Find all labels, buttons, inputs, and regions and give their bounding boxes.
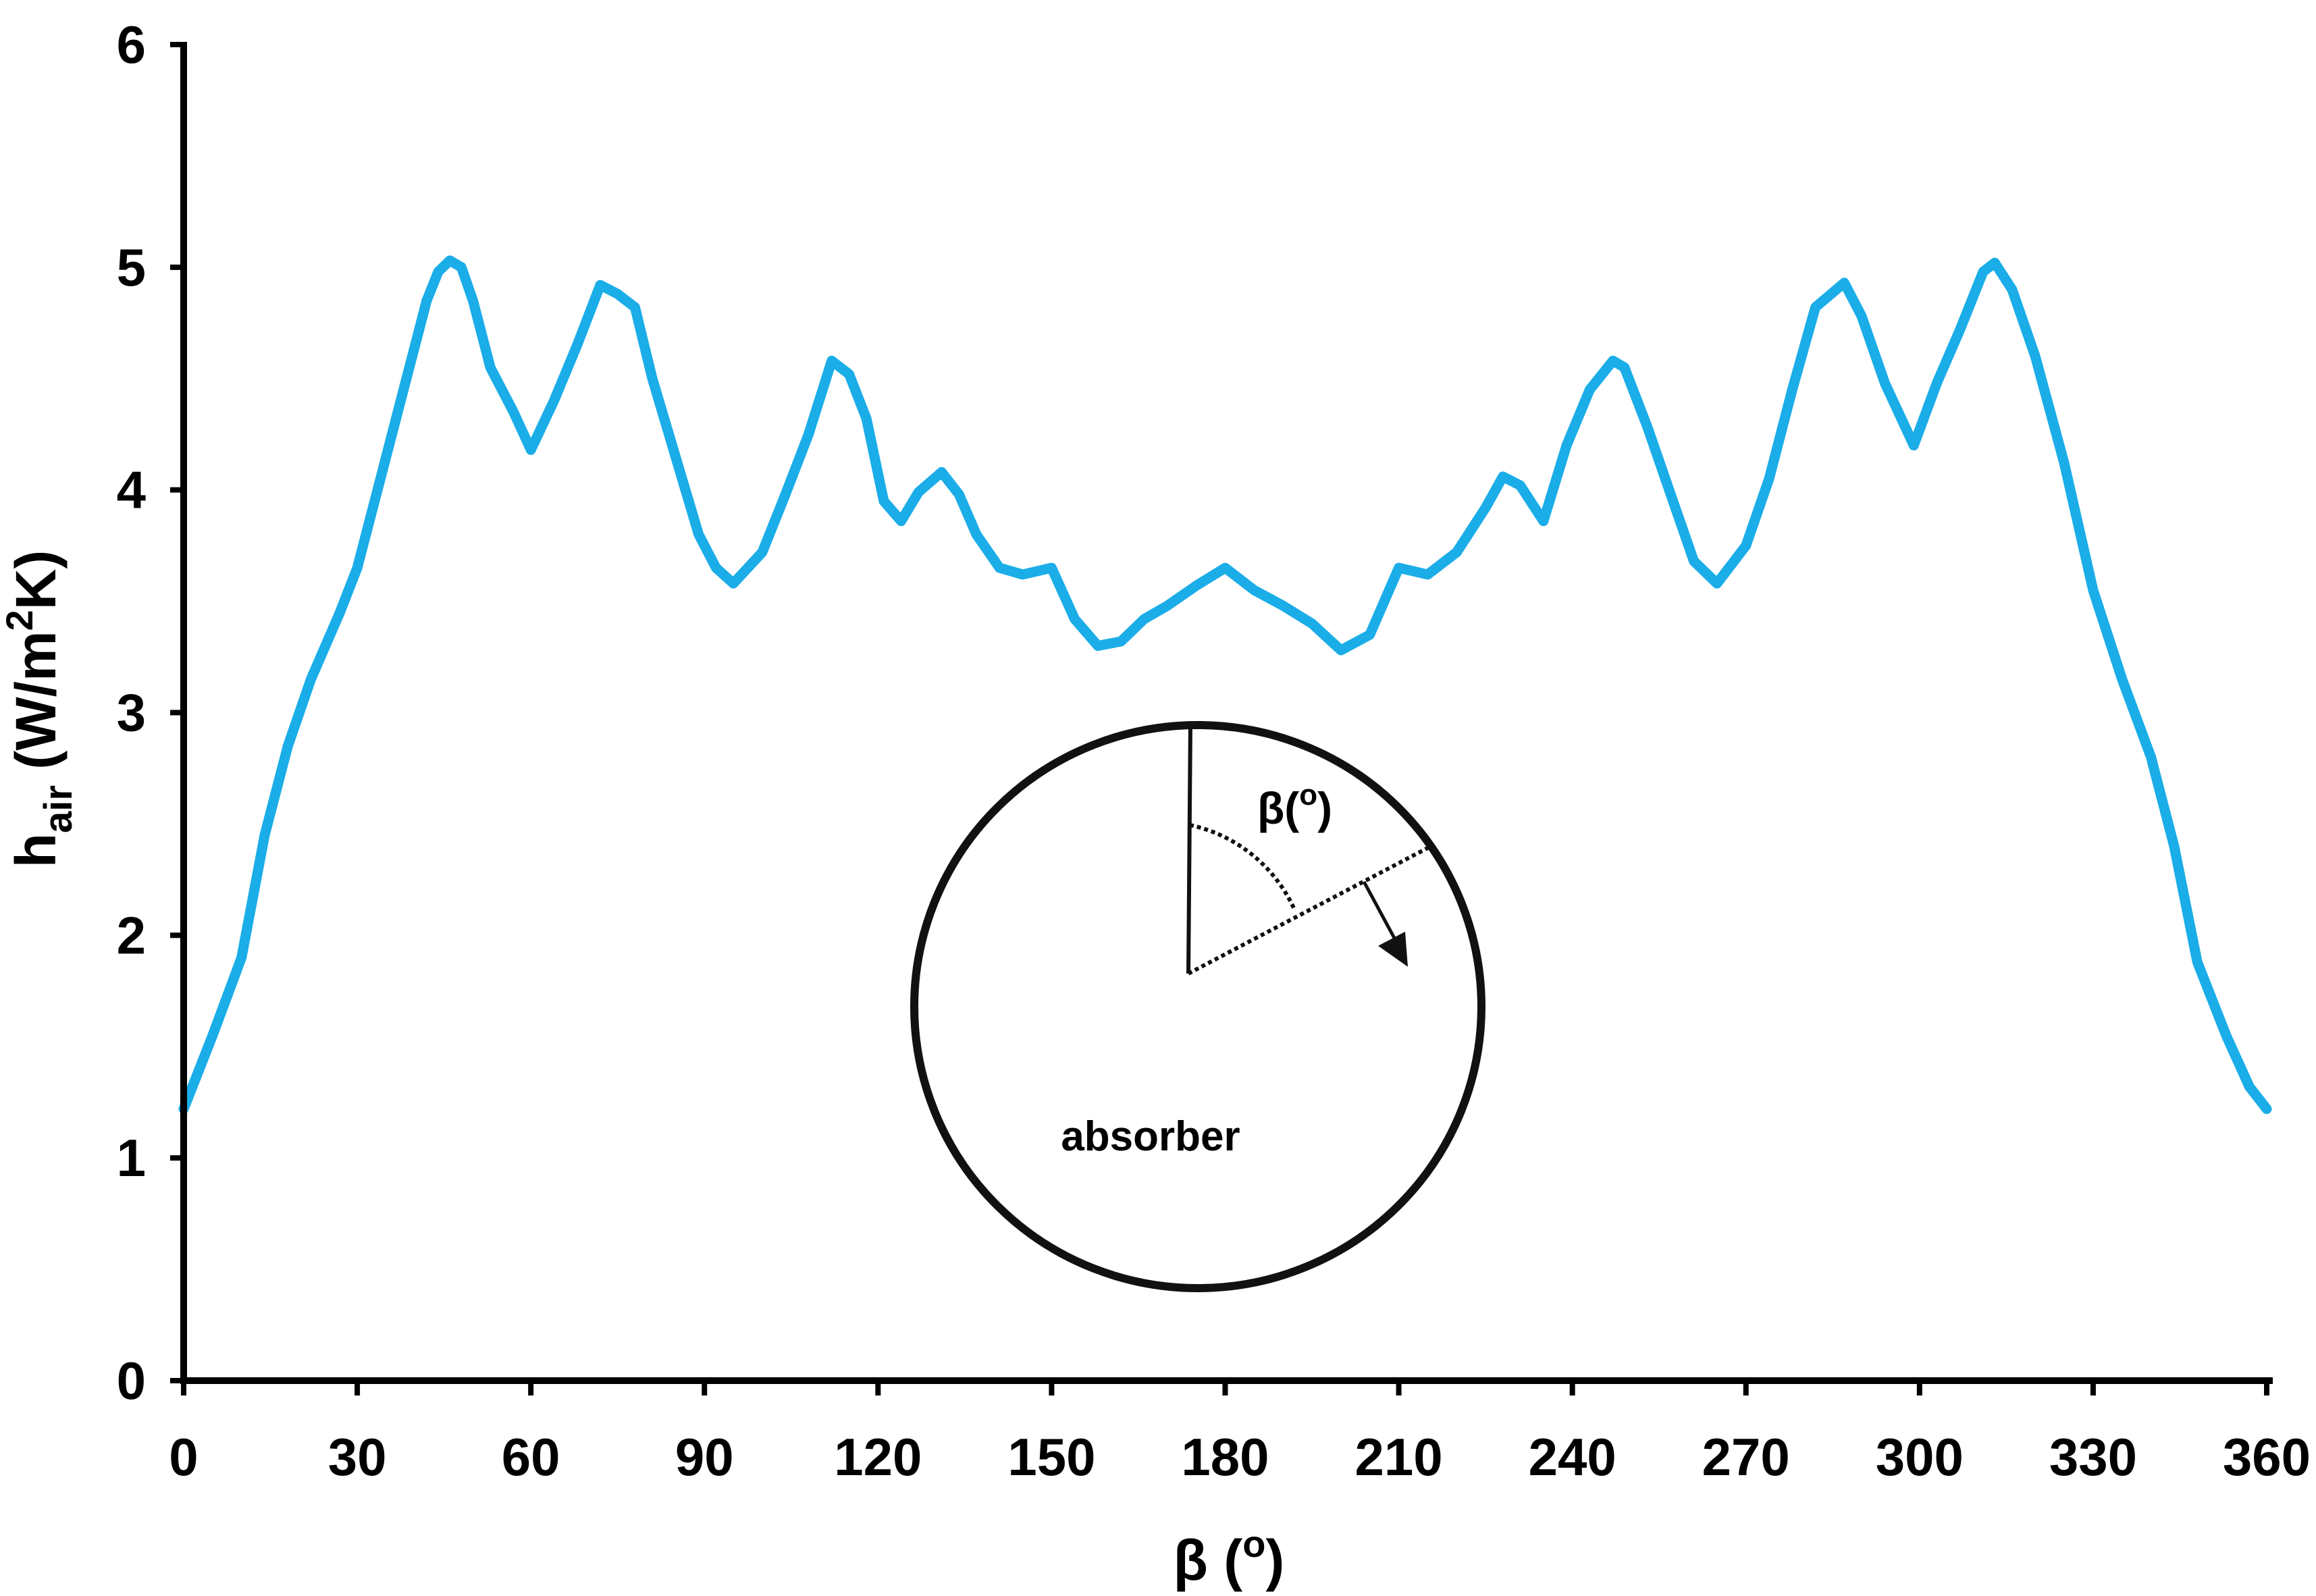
x-tick-label: 90 <box>675 1427 734 1487</box>
vertical-reference-line <box>1186 723 1192 974</box>
normal-arrow-head <box>1378 932 1408 967</box>
x-tick-label: 330 <box>2049 1427 2137 1487</box>
x-tick-label: 120 <box>834 1427 922 1487</box>
x-tick-label: 30 <box>328 1427 387 1487</box>
y-axis-title: hair (W/m2K) <box>0 550 80 868</box>
x-axis-title: β (o) <box>1174 1522 1285 1592</box>
x-tick-label: 0 <box>169 1427 198 1487</box>
y-tick-label: 5 <box>117 238 146 297</box>
y-tick-label: 0 <box>117 1351 146 1410</box>
absorber-circle <box>910 721 1485 1292</box>
x-tick-label: 210 <box>1355 1427 1443 1487</box>
y-tick-label: 2 <box>117 905 146 965</box>
x-tick-label: 240 <box>1529 1427 1616 1487</box>
normal-arrow-shaft <box>1362 880 1398 943</box>
y-tick-label: 4 <box>117 460 146 520</box>
x-tick-label: 360 <box>2223 1427 2311 1487</box>
y-ticks: 0 1 2 3 4 5 6 <box>117 15 184 1410</box>
x-tick-label: 300 <box>1876 1427 1964 1487</box>
x-ticks: 0 30 60 90 120 150 180 210 240 270 300 330 360 <box>169 1381 2311 1487</box>
y-tick-label: 3 <box>117 683 146 743</box>
absorber-inset-diagram: β(o) absorber <box>910 721 1485 1292</box>
y-tick-label: 1 <box>117 1128 146 1188</box>
angle-radius-line <box>1187 843 1434 976</box>
plot-line-layer <box>178 255 2272 1115</box>
x-tick-label: 150 <box>1007 1427 1095 1487</box>
x-tick-label: 270 <box>1702 1427 1790 1487</box>
x-tick-label: 180 <box>1181 1427 1269 1487</box>
inset-angle-label: β(o) <box>1257 778 1332 833</box>
angle-arc <box>1189 823 1296 911</box>
y-tick-label: 6 <box>117 15 146 74</box>
series-line-hair <box>178 255 2272 1115</box>
absorber-label: absorber <box>1061 1113 1240 1160</box>
x-tick-label: 60 <box>502 1427 560 1487</box>
